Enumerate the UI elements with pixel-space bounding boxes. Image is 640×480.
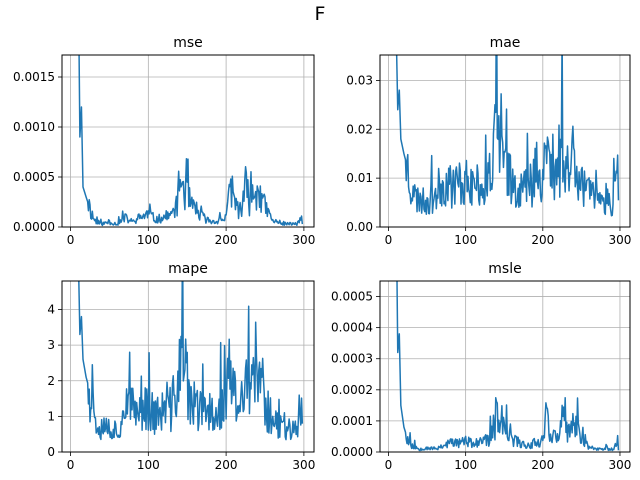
y-tick-label: 0.0002 bbox=[331, 383, 373, 397]
subplot-title: mae bbox=[490, 35, 521, 51]
series-line-mae bbox=[395, 55, 620, 217]
x-tick-label: 300 bbox=[292, 233, 315, 247]
x-tick-label: 200 bbox=[215, 458, 238, 472]
y-tick-label: 0.02 bbox=[346, 122, 373, 136]
y-tick-label: 0.01 bbox=[346, 171, 373, 185]
subplot-mse: 0 100 200 300 0.0000 0.0005 0.0010 0.0015 mse bbox=[13, 35, 315, 247]
x-tick-label: 200 bbox=[215, 233, 238, 247]
axes-frame bbox=[61, 54, 315, 228]
y-tick-label: 3 bbox=[47, 338, 55, 352]
y-tick-label: 0 bbox=[47, 445, 55, 459]
figure-suptitle: F bbox=[315, 3, 326, 25]
x-tick-label: 100 bbox=[454, 458, 477, 472]
y-tick-label: 2 bbox=[47, 374, 55, 388]
axes-frame bbox=[61, 280, 315, 453]
series-line-mape bbox=[78, 281, 304, 441]
y-tick-label: 0.0005 bbox=[331, 290, 373, 304]
axes-frame bbox=[379, 280, 631, 453]
x-tick-label: 0 bbox=[67, 233, 75, 247]
x-tick-label: 100 bbox=[454, 233, 477, 247]
subplot-msle: 0 100 200 300 0.0000 0.0001 0.0002 0.0003 0.0004… bbox=[331, 261, 632, 472]
x-tick-label: 0 bbox=[67, 458, 75, 472]
y-tick-label: 0.0000 bbox=[331, 445, 373, 459]
subplot-mae: 0 100 200 300 0.00 0.01 0.02 0.03 mae bbox=[346, 35, 632, 247]
y-tick-label: 0.0005 bbox=[13, 170, 55, 184]
subplot-title: mse bbox=[173, 35, 203, 51]
x-tick-label: 100 bbox=[137, 458, 160, 472]
y-tick-label: 0.03 bbox=[346, 73, 373, 87]
x-tick-label: 200 bbox=[531, 233, 554, 247]
y-tick-label: 1 bbox=[47, 409, 55, 423]
y-tick-label: 0.0015 bbox=[13, 70, 55, 84]
y-tick-label: 0.0001 bbox=[331, 414, 373, 428]
x-tick-label: 300 bbox=[609, 233, 632, 247]
y-tick-label: 0.0004 bbox=[331, 321, 373, 335]
axes-frame bbox=[379, 54, 631, 228]
series-line-msle bbox=[396, 281, 620, 452]
y-tick-label: 0.00 bbox=[346, 220, 373, 234]
subplot-mape: 0 100 200 300 0 1 2 3 4 mape bbox=[47, 261, 315, 472]
x-tick-label: 0 bbox=[385, 233, 393, 247]
x-tick-label: 300 bbox=[292, 458, 315, 472]
x-tick-label: 0 bbox=[385, 458, 393, 472]
y-tick-label: 0.0000 bbox=[13, 220, 55, 234]
x-tick-label: 300 bbox=[609, 458, 632, 472]
subplot-title: msle bbox=[488, 261, 521, 277]
x-tick-label: 200 bbox=[531, 458, 554, 472]
y-tick-label: 0.0003 bbox=[331, 352, 373, 366]
subplot-title: mape bbox=[168, 261, 208, 277]
y-tick-label: 0.0010 bbox=[13, 120, 55, 134]
series-line-mse bbox=[78, 55, 304, 227]
x-tick-label: 100 bbox=[137, 233, 160, 247]
y-tick-label: 4 bbox=[47, 303, 55, 317]
